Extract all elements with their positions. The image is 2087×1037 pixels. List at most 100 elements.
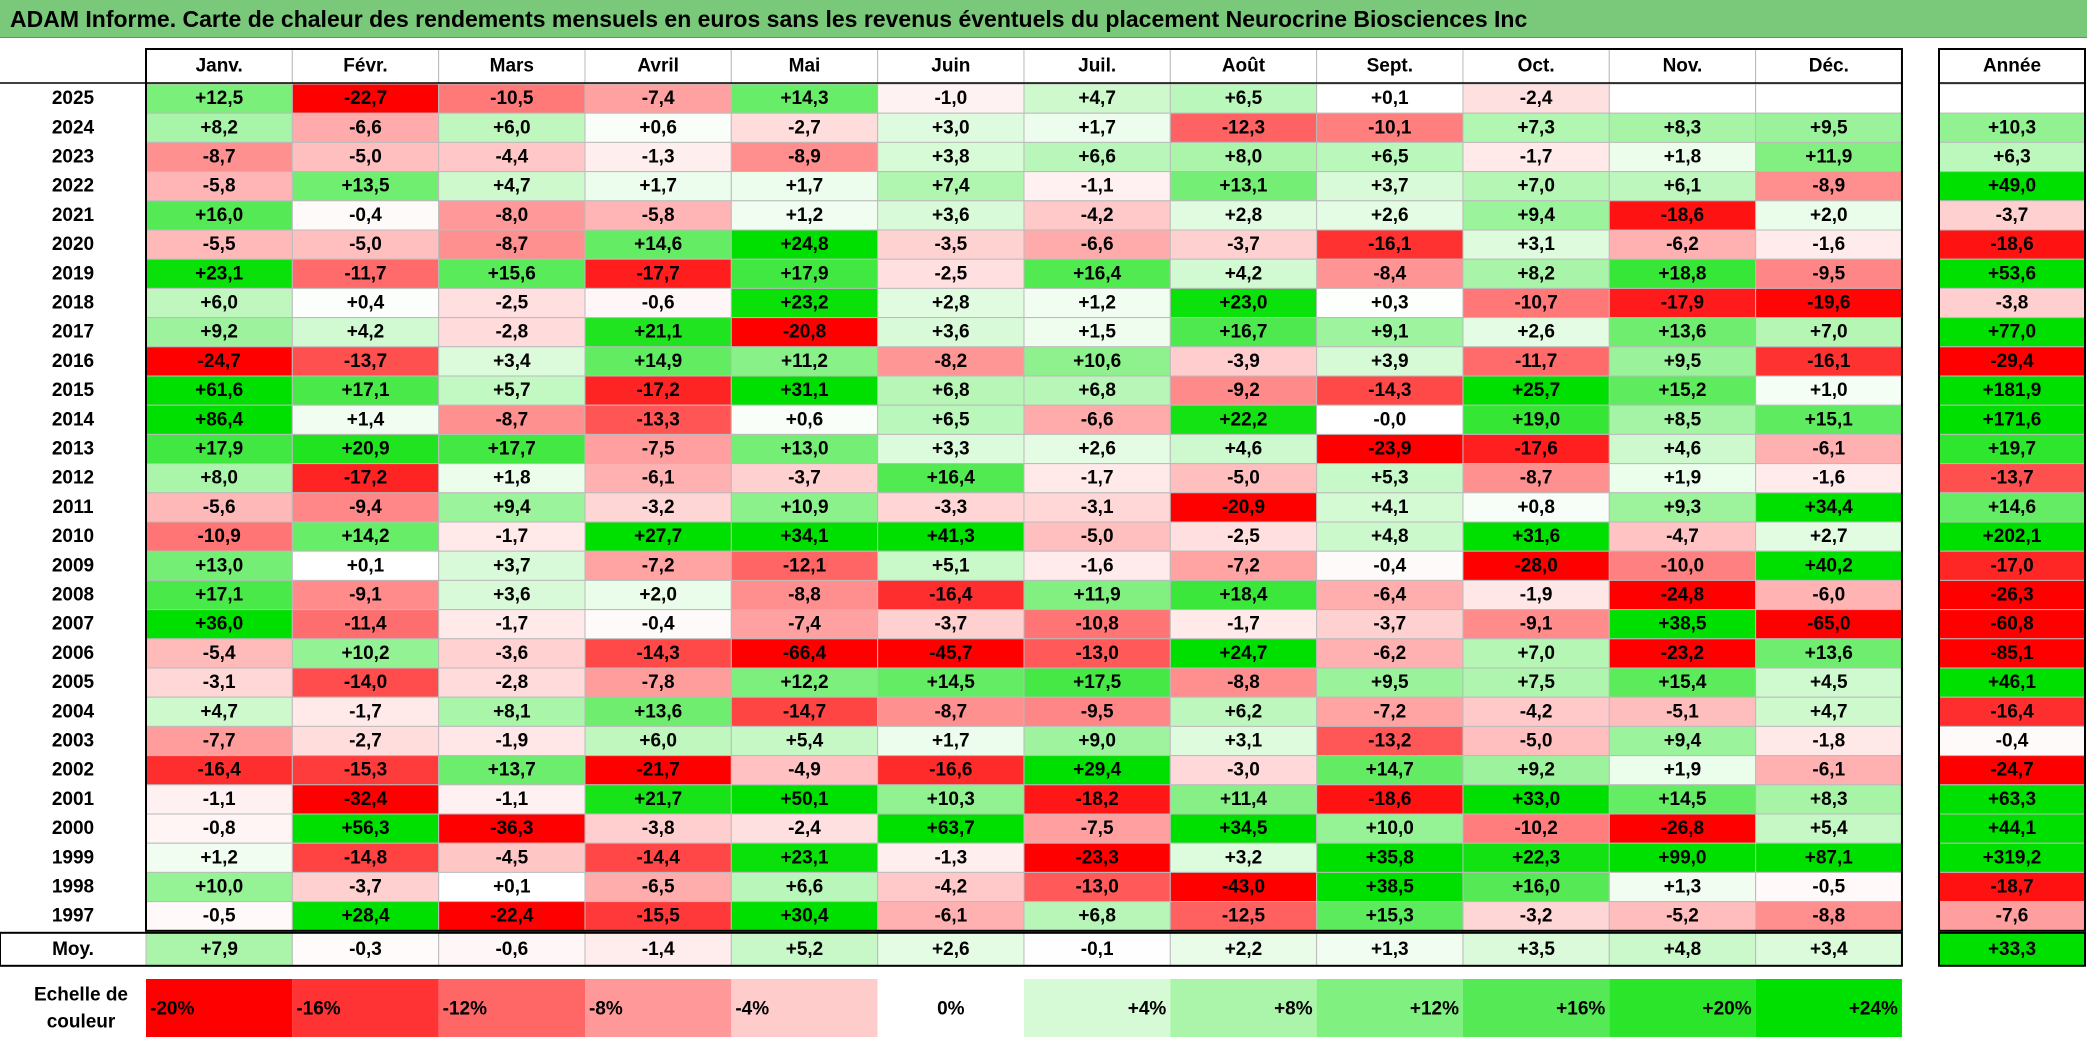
heat-cell-value: +50,1: [780, 789, 829, 810]
heat-cell-value: -5,6: [203, 497, 236, 518]
heat-cell: [145, 287, 293, 319]
month-header-label: Févr.: [343, 56, 387, 77]
heat-cell: [1316, 842, 1464, 873]
year-cell: [0, 638, 146, 668]
heat-cell: [438, 346, 586, 377]
heat-cell-value: +10,0: [195, 877, 243, 898]
average-cell: [730, 932, 879, 967]
heat-cell-value: -3,7: [349, 877, 382, 898]
heat-cell: [730, 842, 879, 873]
month-header-label: Août: [1222, 56, 1266, 77]
heat-cell: [1169, 112, 1318, 143]
heat-cell-value: +14,5: [927, 672, 976, 693]
heat-cell-value: -8,4: [1373, 263, 1406, 284]
heat-cell-value: -6,6: [1081, 409, 1114, 430]
heat-cell-value: +13,7: [488, 760, 536, 781]
heat-cell: [1023, 112, 1171, 143]
heat-cell-value: +16,0: [1512, 877, 1560, 898]
heat-cell-value: +10,6: [1073, 351, 1121, 372]
month-header-label: Déc.: [1809, 56, 1849, 77]
heat-cell-value: +7,4: [932, 176, 970, 197]
heat-cell-value: -15,3: [344, 760, 387, 781]
annual-cell-value: +63,3: [1988, 789, 2036, 810]
scale-swatch: [877, 979, 1024, 1037]
heat-cell-value: +13,5: [341, 176, 390, 197]
heat-cell-value: -8,7: [934, 701, 967, 722]
heat-cell-value: +1,0: [1810, 380, 1848, 401]
year-cell: [0, 784, 146, 814]
heat-cell-value: +0,1: [1371, 88, 1409, 109]
heat-cell-value: -26,8: [1661, 818, 1704, 839]
heat-cell-value: -6,1: [1812, 760, 1845, 781]
heat-cell: [1023, 492, 1171, 523]
heat-cell-value: -7,5: [642, 439, 675, 460]
month-header-cell: [1169, 48, 1318, 84]
heat-cell-value: -6,6: [349, 117, 382, 138]
year-label: 2004: [52, 701, 95, 722]
heat-cell: [730, 579, 879, 611]
heat-cell: [145, 433, 293, 465]
heat-cell-value: -17,2: [344, 468, 387, 489]
average-cell: [1462, 932, 1610, 967]
heat-cell-value: +4,7: [200, 701, 238, 722]
heat-cell: [584, 813, 732, 844]
month-header-label: Avril: [637, 56, 679, 77]
month-header-cell: [1608, 48, 1757, 84]
heat-cell-value: -21,7: [636, 760, 679, 781]
heat-cell-value: -23,2: [1661, 643, 1704, 664]
heat-cell-value: +22,3: [1512, 847, 1560, 868]
heat-cell-value: +20,9: [341, 439, 389, 460]
heat-cell-value: +1,7: [639, 176, 677, 197]
heat-cell: [1755, 579, 1903, 611]
heat-cell-value: -65,0: [1807, 614, 1850, 635]
heat-cell-value: +0,6: [786, 409, 824, 430]
month-header-label: Nov.: [1663, 56, 1703, 77]
annual-cell: [1938, 258, 2086, 289]
heat-cell: [1023, 579, 1171, 611]
heat-cell-value: +1,5: [1078, 322, 1116, 343]
heat-cell-value: -10,1: [1368, 117, 1412, 138]
heat-cell-value: +9,2: [200, 322, 238, 343]
scale-swatch: [1462, 979, 1610, 1037]
heat-cell-value: -16,1: [1368, 234, 1412, 255]
heat-cell: [877, 579, 1025, 611]
annual-cell-value: -18,6: [1990, 234, 2033, 255]
heat-cell-value: +3,4: [493, 351, 531, 372]
heat-cell-value: -16,4: [929, 585, 973, 606]
heat-cell: [1169, 579, 1318, 611]
heat-cell-value: +7,0: [1810, 322, 1848, 343]
month-header-cell: [584, 48, 732, 84]
heat-cell: [291, 667, 440, 698]
heat-cell-value: -1,7: [1081, 468, 1114, 489]
heat-cell-value: -1,1: [203, 789, 236, 810]
annual-cell-value: +19,7: [1988, 439, 2036, 460]
heat-cell-value: +35,8: [1366, 847, 1414, 868]
average-cell: [145, 932, 293, 967]
year-label: 2007: [52, 614, 94, 635]
heat-cell-value: +0,4: [347, 293, 385, 314]
scale-label: -4%: [735, 999, 769, 1020]
heat-cell-value: -3,7: [934, 614, 967, 635]
heat-cell-value: -2,5: [495, 293, 528, 314]
average-cell-value: +3,4: [1810, 939, 1848, 960]
heat-cell: [1462, 141, 1610, 173]
heat-cell: [584, 901, 732, 932]
heat-cell-value: +6,5: [932, 409, 970, 430]
heat-cell: [438, 813, 586, 844]
heat-cell: [145, 200, 293, 231]
heat-cell-value: +9,5: [1810, 117, 1848, 138]
average-cell-value: -0,6: [495, 939, 528, 960]
heat-cell-value: +13,0: [195, 555, 243, 576]
heat-cell: [291, 317, 440, 348]
heat-cell-value: -3,3: [934, 497, 967, 518]
heat-cell-value: +34,4: [1805, 497, 1854, 518]
heat-cell: [1608, 287, 1757, 319]
heat-cell-value: -0,0: [1373, 409, 1406, 430]
heat-cell: [730, 83, 879, 114]
heat-cell: [1023, 258, 1171, 289]
year-label: 2024: [52, 117, 95, 138]
year-cell: [0, 405, 146, 435]
heat-cell-value: +14,2: [341, 526, 389, 547]
heat-cell-value: -7,2: [1227, 555, 1260, 576]
year-cell: [0, 492, 146, 522]
